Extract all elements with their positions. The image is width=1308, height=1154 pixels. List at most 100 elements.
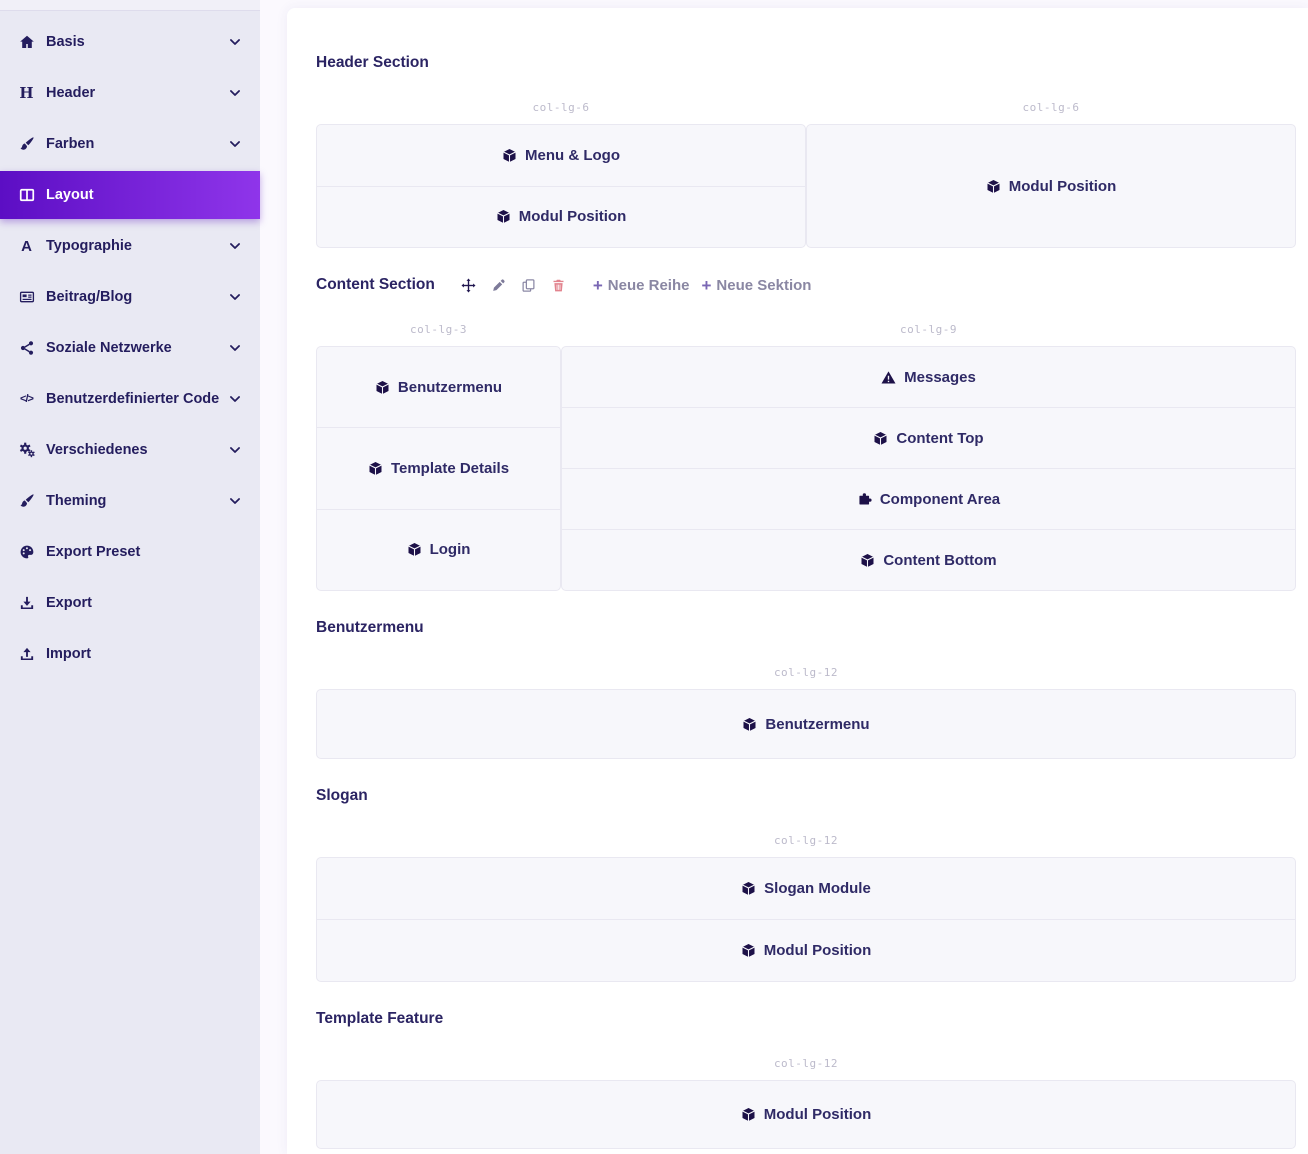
module-component-area[interactable]: Component Area bbox=[562, 468, 1295, 529]
columns-row: Modul Position bbox=[316, 1080, 1296, 1149]
columns-icon bbox=[15, 187, 38, 203]
sidebar-item-label: Basis bbox=[46, 34, 85, 50]
section-content-section: Content Section + Neue Reihe + Neue Sektion c… bbox=[316, 276, 1296, 591]
module-label: Messages bbox=[904, 368, 976, 386]
sidebar-item-label: Verschiedenes bbox=[46, 442, 148, 458]
sidebar-item-layout[interactable]: Layout bbox=[0, 171, 260, 219]
module-login[interactable]: Login bbox=[317, 508, 560, 590]
module-label: Menu & Logo bbox=[525, 146, 620, 164]
sidebar-item-label: Soziale Netzwerke bbox=[46, 340, 172, 356]
share-icon bbox=[15, 340, 38, 356]
column-size-label: col-lg-6 bbox=[532, 101, 590, 114]
module-label: Content Bottom bbox=[883, 551, 997, 569]
module-menu-logo[interactable]: Menu & Logo bbox=[317, 125, 805, 186]
cube-icon bbox=[407, 542, 422, 557]
module-content-top[interactable]: Content Top bbox=[562, 407, 1295, 468]
main-card: Header Section col-lg-6 col-lg-6 Menu & Log… bbox=[287, 8, 1308, 1154]
sidebar-item-export-preset[interactable]: Export Preset bbox=[0, 528, 260, 576]
sidebar-item-basis[interactable]: Basis bbox=[0, 18, 260, 66]
section-title: Benutzermenu bbox=[316, 619, 424, 636]
plus-icon: + bbox=[701, 275, 712, 295]
download-icon bbox=[15, 595, 38, 611]
module-label: Modul Position bbox=[763, 1106, 872, 1123]
module-label: Modul Position bbox=[1008, 177, 1117, 195]
module-slogan-module[interactable]: Slogan Module bbox=[317, 858, 1295, 919]
move-button[interactable] bbox=[461, 278, 476, 293]
sidebar-item-import[interactable]: Import bbox=[0, 630, 260, 678]
module-label: Benutzermenu bbox=[765, 715, 870, 733]
section-header: Content Section + Neue Reihe + Neue Sektion bbox=[316, 276, 1296, 294]
module-messages[interactable]: Messages bbox=[562, 347, 1295, 407]
toolbar-action-label: Neue Reihe bbox=[607, 276, 690, 294]
heading-icon: H bbox=[19, 83, 34, 102]
neue-reihe-button[interactable]: + Neue Reihe bbox=[593, 277, 690, 294]
sidebar-item-export[interactable]: Export bbox=[0, 579, 260, 627]
column-size-label: col-lg-12 bbox=[773, 834, 839, 847]
cube-icon bbox=[741, 943, 756, 958]
module-content-bottom[interactable]: Content Bottom bbox=[562, 529, 1295, 590]
column-size-labels: col-lg-12 bbox=[316, 835, 1296, 847]
plus-icon: + bbox=[592, 275, 603, 295]
neue-sektion-button[interactable]: + Neue Sektion bbox=[701, 277, 811, 294]
module-modul-position[interactable]: Modul Position bbox=[317, 1081, 1295, 1148]
sidebar-item-benutzerdefinierter-code[interactable]: </> Benutzerdefinierter Code bbox=[0, 375, 260, 423]
cogs-icon bbox=[15, 442, 38, 458]
upload-icon bbox=[15, 646, 38, 662]
sidebar-item-header[interactable]: H Header bbox=[0, 69, 260, 117]
section-benutzermenu: Benutzermenu col-lg-12 Benutzermenu bbox=[316, 619, 1296, 759]
columns-row: Benutzermenu Template Details Login Message… bbox=[316, 346, 1296, 591]
sidebar-item-label: Export bbox=[46, 595, 92, 611]
module-label: Login bbox=[429, 541, 471, 559]
module-modul-position[interactable]: Modul Position bbox=[807, 125, 1295, 247]
sidebar-top-strip bbox=[0, 0, 260, 11]
module-modul-position[interactable]: Modul Position bbox=[317, 185, 805, 248]
sidebar-item-soziale-netzwerke[interactable]: Soziale Netzwerke bbox=[0, 324, 260, 372]
sidebar: Basis H Header Farben Layout A Typographie Beit… bbox=[0, 0, 260, 1154]
column-size-labels: col-lg-3 col-lg-9 bbox=[316, 324, 1296, 336]
sidebar-item-beitrag-blog[interactable]: Beitrag/Blog bbox=[0, 273, 260, 321]
column-size-label: col-lg-3 bbox=[410, 323, 467, 336]
move-icon bbox=[461, 278, 476, 293]
cube-icon bbox=[860, 553, 875, 568]
grid-column: Benutzermenu bbox=[316, 689, 1296, 759]
sidebar-item-theming[interactable]: Theming bbox=[0, 477, 260, 525]
module-benutzermenu[interactable]: Benutzermenu bbox=[317, 347, 560, 427]
font-icon: A bbox=[21, 237, 32, 255]
sidebar-item-label: Import bbox=[46, 646, 92, 662]
sidebar-item-verschiedenes[interactable]: Verschiedenes bbox=[0, 426, 260, 474]
paintbrush-icon bbox=[15, 136, 38, 152]
module-template-details[interactable]: Template Details bbox=[317, 427, 560, 508]
sidebar-item-label: Export Preset bbox=[46, 544, 141, 560]
grid-column: Modul Position bbox=[806, 124, 1296, 248]
cube-icon bbox=[873, 431, 888, 446]
copy-icon bbox=[521, 278, 536, 293]
sidebar-item-label: Beitrag/Blog bbox=[46, 289, 133, 305]
newspaper-icon bbox=[15, 289, 38, 305]
palette-icon bbox=[15, 544, 38, 560]
section-title: Header Section bbox=[316, 54, 429, 71]
module-label: Content Top bbox=[896, 429, 984, 447]
module-modul-position[interactable]: Modul Position bbox=[317, 919, 1295, 981]
section-header: Slogan bbox=[316, 787, 1296, 805]
warning-icon bbox=[881, 370, 896, 385]
cube-icon bbox=[741, 881, 756, 896]
section-header-section: Header Section col-lg-6 col-lg-6 Menu & Log… bbox=[316, 54, 1296, 248]
column-size-labels: col-lg-12 bbox=[316, 667, 1296, 679]
chevron-down-icon bbox=[228, 137, 242, 151]
grid-column: Messages Content Top Component Area Content… bbox=[561, 346, 1296, 591]
column-size-label: col-lg-9 bbox=[900, 323, 957, 336]
pencil-button[interactable] bbox=[491, 278, 506, 293]
sidebar-item-label: Theming bbox=[46, 493, 107, 509]
section-title: Slogan bbox=[316, 787, 368, 804]
trash-icon bbox=[551, 278, 566, 293]
sidebar-item-farben[interactable]: Farben bbox=[0, 120, 260, 168]
copy-button[interactable] bbox=[521, 278, 536, 293]
module-benutzermenu[interactable]: Benutzermenu bbox=[317, 690, 1295, 758]
trash-button[interactable] bbox=[551, 278, 566, 293]
module-label: Component Area bbox=[879, 490, 1001, 508]
section-header: Header Section bbox=[316, 54, 1296, 72]
sidebar-menu: Basis H Header Farben Layout A Typographie Beit… bbox=[0, 11, 260, 678]
columns-row: Menu & Logo Modul Position Modul Position bbox=[316, 124, 1296, 248]
grid-column: Modul Position bbox=[316, 1080, 1296, 1149]
sidebar-item-typographie[interactable]: A Typographie bbox=[0, 222, 260, 270]
